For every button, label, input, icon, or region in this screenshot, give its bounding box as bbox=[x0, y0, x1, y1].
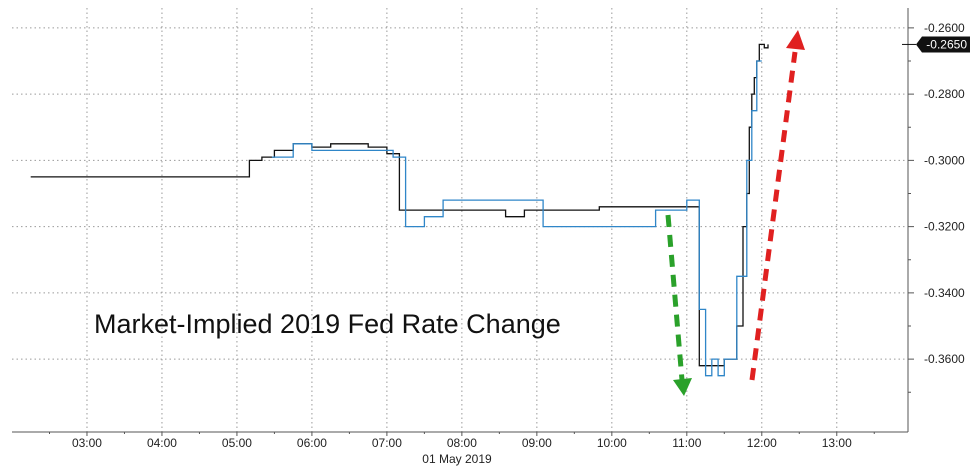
y-tick-label: -0.3600 bbox=[924, 352, 965, 366]
y-tick-label: -0.2600 bbox=[924, 21, 965, 35]
up-arrow-shaft bbox=[749, 51, 798, 381]
x-tick-label: 03:00 bbox=[72, 436, 102, 450]
x-tick-label: 07:00 bbox=[372, 436, 402, 450]
x-tick-label: 04:00 bbox=[147, 436, 177, 450]
x-tick-label: 05:00 bbox=[222, 436, 252, 450]
y-axis: -0.2600 -0.2800 -0.3000 -0.3200 -0.3400 -0.36… bbox=[907, 8, 965, 432]
x-tick-label: 10:00 bbox=[597, 436, 627, 450]
down-arrow-shaft bbox=[665, 214, 685, 381]
x-tick-label: 09:00 bbox=[522, 436, 552, 450]
last-value-label: -0.2650 bbox=[926, 37, 967, 51]
last-value-badge: -0.2650 bbox=[902, 36, 970, 53]
y-tick-label: -0.2800 bbox=[924, 87, 965, 101]
x-tick-label: 13:00 bbox=[822, 436, 852, 450]
y-tick-label: -0.3400 bbox=[924, 286, 965, 300]
y-tick-label: -0.3000 bbox=[924, 153, 965, 167]
x-tick-label: 12:00 bbox=[747, 436, 777, 450]
series-line-2 bbox=[271, 60, 762, 377]
x-tick-label: 11:00 bbox=[672, 436, 701, 450]
down-arrow-head bbox=[673, 378, 692, 396]
x-tick-label: 08:00 bbox=[447, 436, 477, 450]
chart-annotation: Market-Implied 2019 Fed Rate Change bbox=[94, 309, 561, 339]
up-arrow-head bbox=[786, 30, 805, 50]
series-lines bbox=[30, 43, 769, 377]
x-axis: 03:00 04:00 05:00 06:00 07:00 08:00 09:00 10:00… bbox=[12, 431, 908, 450]
x-axis-date-label: 01 May 2019 bbox=[422, 452, 492, 466]
last-value-tag bbox=[916, 36, 970, 53]
y-tick-label: -0.3200 bbox=[924, 220, 965, 234]
x-tick-label: 06:00 bbox=[297, 436, 327, 450]
grid-lines bbox=[12, 8, 908, 432]
direction-arrows bbox=[665, 30, 805, 396]
